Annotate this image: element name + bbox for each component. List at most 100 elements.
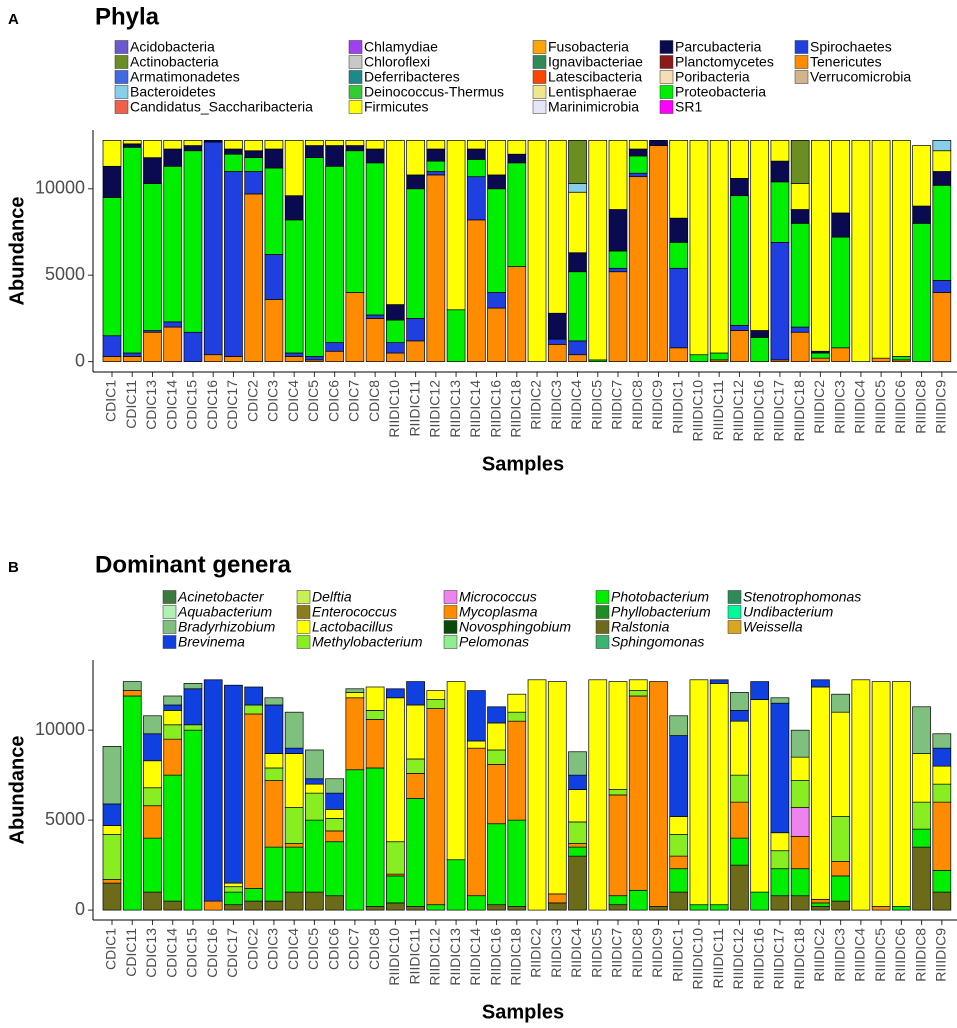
bar-segment — [507, 720, 527, 821]
x-tick-label: CDIC5 — [305, 928, 321, 970]
x-tick-label: RIIDIC3 — [548, 928, 564, 978]
bar-segment — [669, 735, 689, 817]
x-tick-label: RIIIDIC11 — [710, 928, 726, 989]
bar-segment — [568, 271, 587, 342]
bar-segment — [649, 681, 668, 907]
bar-segment — [325, 778, 344, 794]
y-tick-label: 0 — [75, 350, 85, 370]
bar-segment — [507, 153, 527, 164]
x-tick-label: CDIC7 — [346, 380, 362, 422]
bar-segment — [284, 753, 304, 808]
bar-segment — [487, 292, 506, 309]
legend-swatch — [659, 70, 674, 84]
x-tick-label: RIIDIC13 — [447, 380, 463, 438]
bar-segment — [669, 715, 689, 736]
bar-segment — [770, 850, 790, 870]
bar-segment — [912, 145, 931, 207]
x-tick-label: RIIDIC13 — [447, 928, 463, 986]
bar-segment — [932, 870, 952, 893]
legend-label: Fusobacteria — [548, 39, 629, 55]
bar-segment — [568, 191, 587, 254]
legend-swatch — [114, 40, 129, 54]
bar-segment — [284, 891, 304, 911]
bar-segment — [730, 710, 749, 722]
bar-segment — [770, 895, 790, 911]
legend-swatch — [114, 55, 129, 69]
bar-segment — [568, 751, 587, 776]
bar-segment — [628, 695, 648, 891]
bar-segment — [912, 846, 931, 911]
bar-segment — [790, 209, 810, 224]
bar-segment — [507, 906, 527, 911]
x-tick-label: RIIIDIC2 — [811, 380, 827, 434]
legend-swatch — [296, 590, 311, 604]
bar-segment — [264, 704, 284, 754]
x-tick-label: CDIC11 — [123, 928, 139, 977]
bar-segment — [143, 837, 162, 893]
bar-segment — [143, 715, 162, 735]
legend-label: Chloroflexi — [364, 54, 430, 70]
legend-label: Bradyrhizobium — [178, 619, 276, 635]
bar-segment — [244, 686, 264, 706]
bar-segment — [264, 148, 284, 169]
bar-segment — [224, 684, 243, 884]
bar-segment — [406, 188, 425, 319]
bar-segment — [466, 219, 486, 362]
x-tick-label: RIIDIC18 — [508, 928, 524, 986]
bar-segment — [345, 769, 365, 911]
x-tick-label: RIIIDIC16 — [750, 928, 766, 990]
bar-segment — [790, 326, 810, 333]
bar-segment — [345, 140, 365, 146]
bar-segment — [527, 140, 547, 362]
x-tick-label: RIIDIC7 — [609, 928, 625, 978]
bar-segment — [750, 681, 770, 700]
legend-label: Undibacterium — [743, 604, 834, 620]
legend-label: Ralstonia — [611, 619, 670, 635]
bar-segment — [143, 140, 162, 159]
x-tick-label: RIIDIC9 — [649, 380, 665, 430]
bar-segment — [932, 765, 952, 785]
bar-segment — [851, 140, 871, 362]
legend-label: Enterococcus — [312, 604, 397, 620]
bar-segment — [426, 174, 446, 362]
x-tick-label: RIIDIC7 — [609, 380, 625, 430]
x-tick-label: CDIC6 — [325, 928, 341, 970]
bar-segment — [325, 817, 344, 832]
bar-segment — [831, 900, 850, 911]
bar-segment — [224, 904, 243, 911]
bar-segment — [163, 326, 183, 362]
bar-segment — [305, 157, 324, 357]
x-tick-label: RIIDIC10 — [386, 380, 402, 438]
x-tick-label: CDIC2 — [244, 928, 260, 970]
bar-segment — [284, 711, 304, 749]
bar-segment — [224, 148, 243, 155]
bar-segment — [406, 773, 425, 799]
bar-segment — [790, 835, 810, 870]
bar-segment — [163, 900, 183, 911]
bar-segment — [224, 153, 243, 172]
bar-segment — [446, 309, 466, 362]
bar-segment — [102, 335, 122, 357]
bar-segment — [527, 679, 547, 911]
legend-swatch — [162, 620, 177, 634]
x-tick-label: RIIIDIC4 — [852, 928, 868, 982]
x-tick-label: RIIIDIC10 — [690, 928, 706, 990]
x-tick-label: RIIIDIC11 — [710, 380, 726, 441]
bar-segment — [102, 356, 122, 362]
bar-segment — [406, 798, 425, 907]
x-tick-label: RIIDIC14 — [467, 380, 483, 438]
bar-segment — [932, 747, 952, 767]
x-tick-label: CDIC1 — [103, 380, 119, 422]
x-tick-label: RIIIDIC2 — [811, 928, 827, 982]
x-tick-label: RIIDIC14 — [467, 928, 483, 986]
bar-segment — [264, 697, 284, 706]
bar-segment — [143, 733, 162, 762]
bar-segment — [325, 350, 344, 362]
bar-segment — [932, 783, 952, 803]
bar-segment — [244, 888, 264, 902]
bar-segment — [203, 679, 223, 902]
x-tick-label: RIIIDIC1 — [669, 928, 685, 982]
legend-swatch — [296, 605, 311, 619]
bar-segment — [345, 688, 365, 693]
